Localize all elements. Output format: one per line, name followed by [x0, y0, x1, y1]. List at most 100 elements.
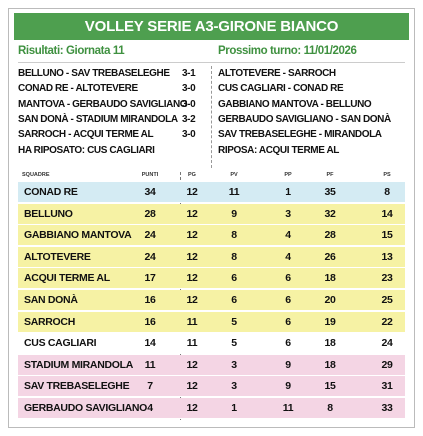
result-match: BELLUNO - SAV TREBASELEGHE: [18, 68, 170, 79]
stat-cell: 12: [186, 272, 198, 285]
rest-team: HA RIPOSATO: CUS CAGLIARI: [18, 144, 155, 156]
stat-cell: 4: [285, 229, 291, 242]
stat-cell: 3: [285, 207, 291, 220]
team-name: ALTOTEVERE: [24, 250, 91, 263]
stat-cell: 11: [144, 358, 156, 371]
stat-cell: 22: [381, 315, 393, 328]
stat-cell: 6: [231, 294, 237, 306]
stat-cell: 28: [324, 229, 336, 242]
next-match: SAV TREBASELEGHE - MIRANDOLA: [218, 129, 382, 141]
stat-cell: 18: [324, 272, 336, 285]
stat-cell: 35: [324, 186, 336, 198]
card-border: [8, 8, 415, 428]
result-match: SARROCH - ACQUI TERME AL: [18, 129, 154, 141]
divider: [211, 66, 212, 168]
stat-cell: 29: [381, 358, 393, 371]
column-header: PS: [383, 172, 391, 178]
table-row: [18, 182, 405, 203]
stat-cell: 6: [231, 272, 237, 285]
stat-cell: 24: [144, 250, 156, 263]
table-row: [18, 290, 405, 311]
stat-cell: 4: [285, 250, 291, 263]
stat-cell: 11: [186, 337, 198, 350]
team-name: CONAD RE: [24, 186, 78, 198]
stat-cell: 4: [147, 402, 153, 414]
result-score: 3-0: [182, 98, 196, 110]
table-row: [18, 203, 405, 225]
table-row: [18, 333, 405, 355]
stat-cell: 24: [144, 229, 156, 242]
stat-cell: 12: [186, 294, 198, 306]
stat-cell: 20: [324, 294, 336, 306]
stat-cell: 12: [186, 380, 198, 393]
stat-cell: 14: [144, 337, 156, 350]
stat-cell: 25: [381, 294, 393, 306]
team-name: GERBAUDO SAVIGLIANO: [24, 402, 148, 414]
column-header: PG: [188, 172, 196, 178]
next-match: CUS CAGLIARI - CONAD RE: [218, 83, 344, 95]
table-row: [18, 225, 405, 247]
stat-cell: 6: [285, 315, 291, 328]
results-title: Risultati: Giornata 11: [18, 45, 125, 57]
stat-cell: 9: [285, 380, 291, 393]
stat-cell: 13: [381, 250, 393, 263]
stat-cell: 11: [186, 315, 198, 328]
stat-cell: 24: [381, 337, 393, 350]
result-score: 3-2: [182, 113, 196, 125]
table-row: [18, 354, 405, 376]
column-header: PUNTI: [141, 172, 159, 178]
team-name: BELLUNO: [24, 207, 73, 220]
stat-cell: 11: [282, 402, 294, 414]
result-match: CONAD RE - ALTOTEVERE: [18, 83, 138, 95]
result-score: 3-0: [182, 83, 196, 95]
stat-cell: 12: [186, 207, 198, 220]
stat-cell: 31: [381, 380, 393, 393]
stat-cell: 9: [231, 207, 237, 220]
team-name: SARROCH: [24, 315, 75, 328]
stat-cell: 18: [324, 358, 336, 371]
result-match: MANTOVA - GERBAUDO SAVIGLIANO: [18, 98, 188, 110]
team-name: SAV TREBASELEGHE: [24, 380, 130, 393]
stat-cell: 33: [381, 402, 393, 414]
column-header: PV: [230, 172, 238, 178]
team-name: GABBIANO MANTOVA: [24, 229, 132, 242]
column-header: PP: [284, 172, 292, 178]
stat-cell: 8: [231, 229, 237, 242]
stat-cell: 6: [285, 294, 291, 306]
stat-cell: 9: [285, 358, 291, 371]
stat-cell: 34: [144, 186, 156, 198]
stat-cell: 16: [144, 315, 156, 328]
stat-cell: 12: [186, 186, 198, 198]
column-header: PF: [326, 172, 334, 178]
stat-cell: 1: [285, 186, 291, 198]
rule: [18, 62, 405, 63]
stat-cell: 3: [231, 380, 237, 393]
stat-cell: 8: [384, 186, 390, 198]
team-name: STADIUM MIRANDOLA: [24, 358, 134, 371]
stat-cell: 3: [231, 358, 237, 371]
result-match: SAN DONÀ - STADIUM MIRANDOLA: [18, 113, 178, 125]
stat-cell: 7: [147, 380, 153, 393]
table-row: [18, 311, 405, 333]
next-title: Prossimo turno: 11/01/2026: [218, 45, 357, 57]
stat-cell: 23: [381, 272, 393, 285]
stat-cell: 14: [381, 207, 393, 220]
stat-cell: 8: [231, 250, 237, 263]
stat-cell: 18: [324, 337, 336, 350]
table-row: [18, 376, 405, 398]
stat-cell: 12: [186, 358, 198, 371]
result-score: 3-1: [182, 68, 196, 79]
next-rest: RIPOSA: ACQUI TERME AL: [218, 144, 340, 156]
stat-cell: 12: [186, 250, 198, 263]
stat-cell: 26: [324, 250, 336, 263]
team-name: ACQUI TERME AL: [24, 272, 110, 285]
stat-cell: 12: [186, 402, 198, 414]
stat-cell: 1: [231, 402, 237, 414]
stat-cell: 5: [231, 315, 237, 328]
result-score: 3-0: [182, 129, 196, 141]
stat-cell: 17: [144, 272, 156, 285]
next-match: GERBAUDO SAVIGLIANO - SAN DONÀ: [218, 113, 391, 125]
stat-cell: 6: [285, 337, 291, 350]
table-row: [18, 268, 405, 290]
